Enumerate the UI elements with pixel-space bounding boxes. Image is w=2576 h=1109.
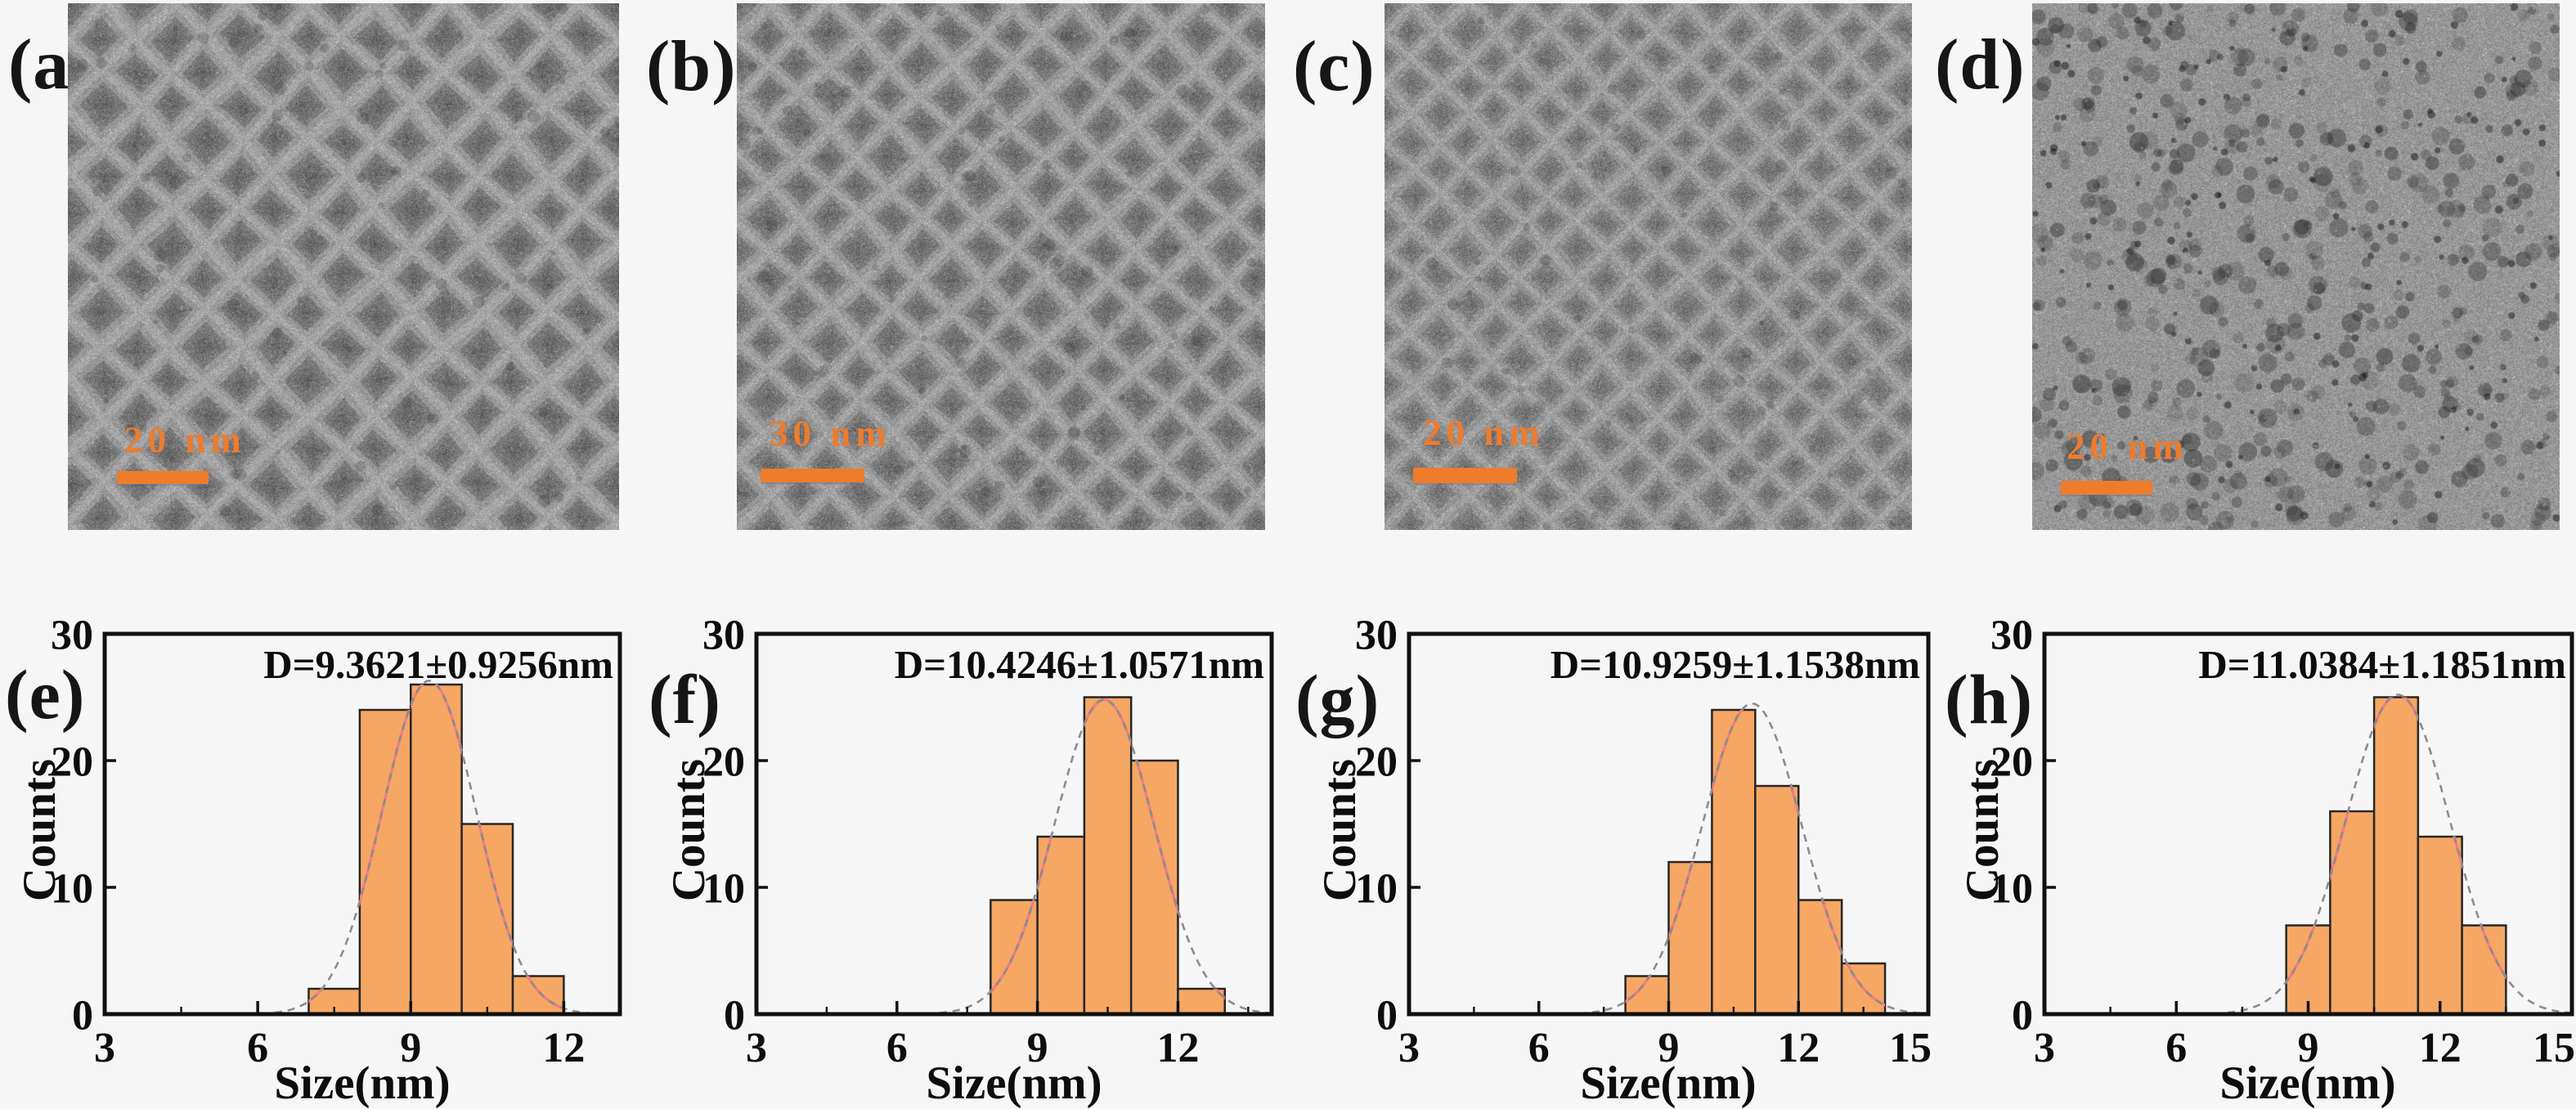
y-tick-label: 10 — [1990, 866, 2033, 913]
histogram-g: 3 6 9 12 15 0 10 20 30 — [1355, 613, 1932, 1071]
ylabel-f: Counts — [663, 758, 715, 902]
y-tick-label: 0 — [72, 993, 93, 1039]
annotation-e: D=9.3621±0.9256nm — [263, 642, 613, 687]
y-tick-label: 20 — [1355, 739, 1398, 786]
panel-label-d: (d) — [1935, 25, 2026, 105]
tem-image-d — [2032, 3, 2560, 530]
hist-bar — [2372, 696, 2420, 1016]
panel-label-g: (g) — [1295, 660, 1380, 739]
gauss-fit-curve — [105, 680, 620, 1014]
x-tick-label: 15 — [2533, 1025, 2575, 1071]
ylabel-e: Counts — [14, 758, 65, 902]
hist-bar — [1036, 835, 1086, 1016]
y-tick-label: 20 — [702, 739, 745, 786]
x-tick-label: 15 — [1889, 1025, 1932, 1071]
tem-image-a — [68, 3, 619, 530]
histogram-f: 3 6 9 12 0 10 20 30 — [702, 613, 1274, 1071]
scalebar-b — [761, 469, 864, 483]
plot-frame — [102, 631, 622, 1017]
panel-label-f: (f) — [648, 660, 721, 739]
tem-image-c — [1384, 3, 1912, 530]
y-tick-label: 0 — [1376, 993, 1398, 1039]
tem-image-b — [737, 3, 1265, 530]
xlabel-h: Size(nm) — [2219, 1057, 2396, 1109]
y-tick-label: 20 — [51, 739, 93, 786]
scalebar-text-c: 20 nm — [1423, 412, 1545, 453]
hist-bar — [1083, 696, 1133, 1016]
scalebar-c — [1413, 468, 1517, 483]
x-tick-label: 6 — [1528, 1025, 1550, 1071]
hist-bar — [2461, 924, 2507, 1016]
panel-label-h: (h) — [1945, 660, 2034, 739]
annotation-h: D=11.0384±1.1851nm — [2198, 642, 2566, 687]
x-tick-label: 6 — [247, 1025, 268, 1071]
gauss-fit-curve-pink — [2286, 697, 2506, 1014]
x-tick-label: 3 — [94, 1025, 115, 1071]
xlabel-f: Size(nm) — [926, 1057, 1102, 1109]
xlabel-e: Size(nm) — [274, 1057, 451, 1109]
hist-bar — [1754, 784, 1800, 1016]
y-tick-label: 30 — [702, 613, 745, 659]
x-tick-label: 3 — [1398, 1025, 1420, 1071]
y-tick-label: 30 — [1990, 613, 2033, 659]
annotation-f: D=10.4246±1.0571nm — [894, 642, 1264, 687]
panel-label-e: (e) — [5, 655, 86, 734]
y-tick-label: 0 — [2012, 993, 2033, 1039]
x-tick-label: 9 — [1658, 1025, 1680, 1071]
x-tick-label: 12 — [542, 1025, 585, 1071]
x-tick-label: 12 — [1777, 1025, 1820, 1071]
annotation-g: D=10.9259±1.1538nm — [1550, 642, 1920, 687]
scalebar-text-a: 20 nm — [124, 420, 246, 460]
plot-frame — [754, 631, 1274, 1017]
x-tick-label: 12 — [2419, 1025, 2462, 1071]
hist-bar — [2417, 835, 2463, 1016]
gauss-fit-curve — [1409, 703, 1928, 1014]
x-tick-label: 12 — [1156, 1025, 1199, 1071]
x-tick-label: 6 — [886, 1025, 908, 1071]
scalebar-d — [2061, 481, 2152, 495]
ylabel-h: Counts — [1957, 758, 2008, 902]
xlabel-g: Size(nm) — [1580, 1057, 1757, 1109]
y-tick-label: 10 — [1355, 866, 1398, 913]
y-tick-label: 10 — [702, 866, 745, 913]
hist-bar — [410, 683, 463, 1016]
y-tick-label: 0 — [724, 993, 745, 1039]
scalebar-text-d: 20 nm — [2067, 426, 2188, 467]
panel-label-b: (b) — [646, 27, 737, 106]
y-tick-label: 20 — [1990, 739, 2033, 786]
hist-bar — [358, 708, 412, 1016]
histogram-e: 3 6 9 12 0 10 20 30 — [51, 613, 622, 1071]
x-tick-label: 3 — [2034, 1025, 2055, 1071]
y-tick-label: 30 — [51, 613, 93, 659]
y-tick-label: 10 — [51, 866, 93, 913]
y-tick-label: 30 — [1355, 613, 1398, 659]
panel-label-c: (c) — [1293, 27, 1376, 106]
hist-bar — [1667, 860, 1713, 1016]
x-tick-label: 9 — [2298, 1025, 2319, 1071]
hist-bar — [1711, 708, 1757, 1016]
hist-bar — [2329, 810, 2376, 1016]
x-tick-label: 3 — [746, 1025, 767, 1071]
scalebar-a — [117, 471, 209, 484]
scalebar-text-b: 30 nm — [770, 413, 891, 454]
x-tick-label: 9 — [1027, 1025, 1048, 1071]
hist-bar — [1797, 899, 1843, 1016]
x-tick-label: 9 — [400, 1025, 421, 1071]
x-tick-label: 6 — [2165, 1025, 2187, 1071]
histogram-h: 3 6 9 12 15 0 10 20 30 — [1990, 613, 2575, 1071]
ylabel-g: Counts — [1314, 758, 1366, 902]
hist-bar — [511, 975, 565, 1016]
